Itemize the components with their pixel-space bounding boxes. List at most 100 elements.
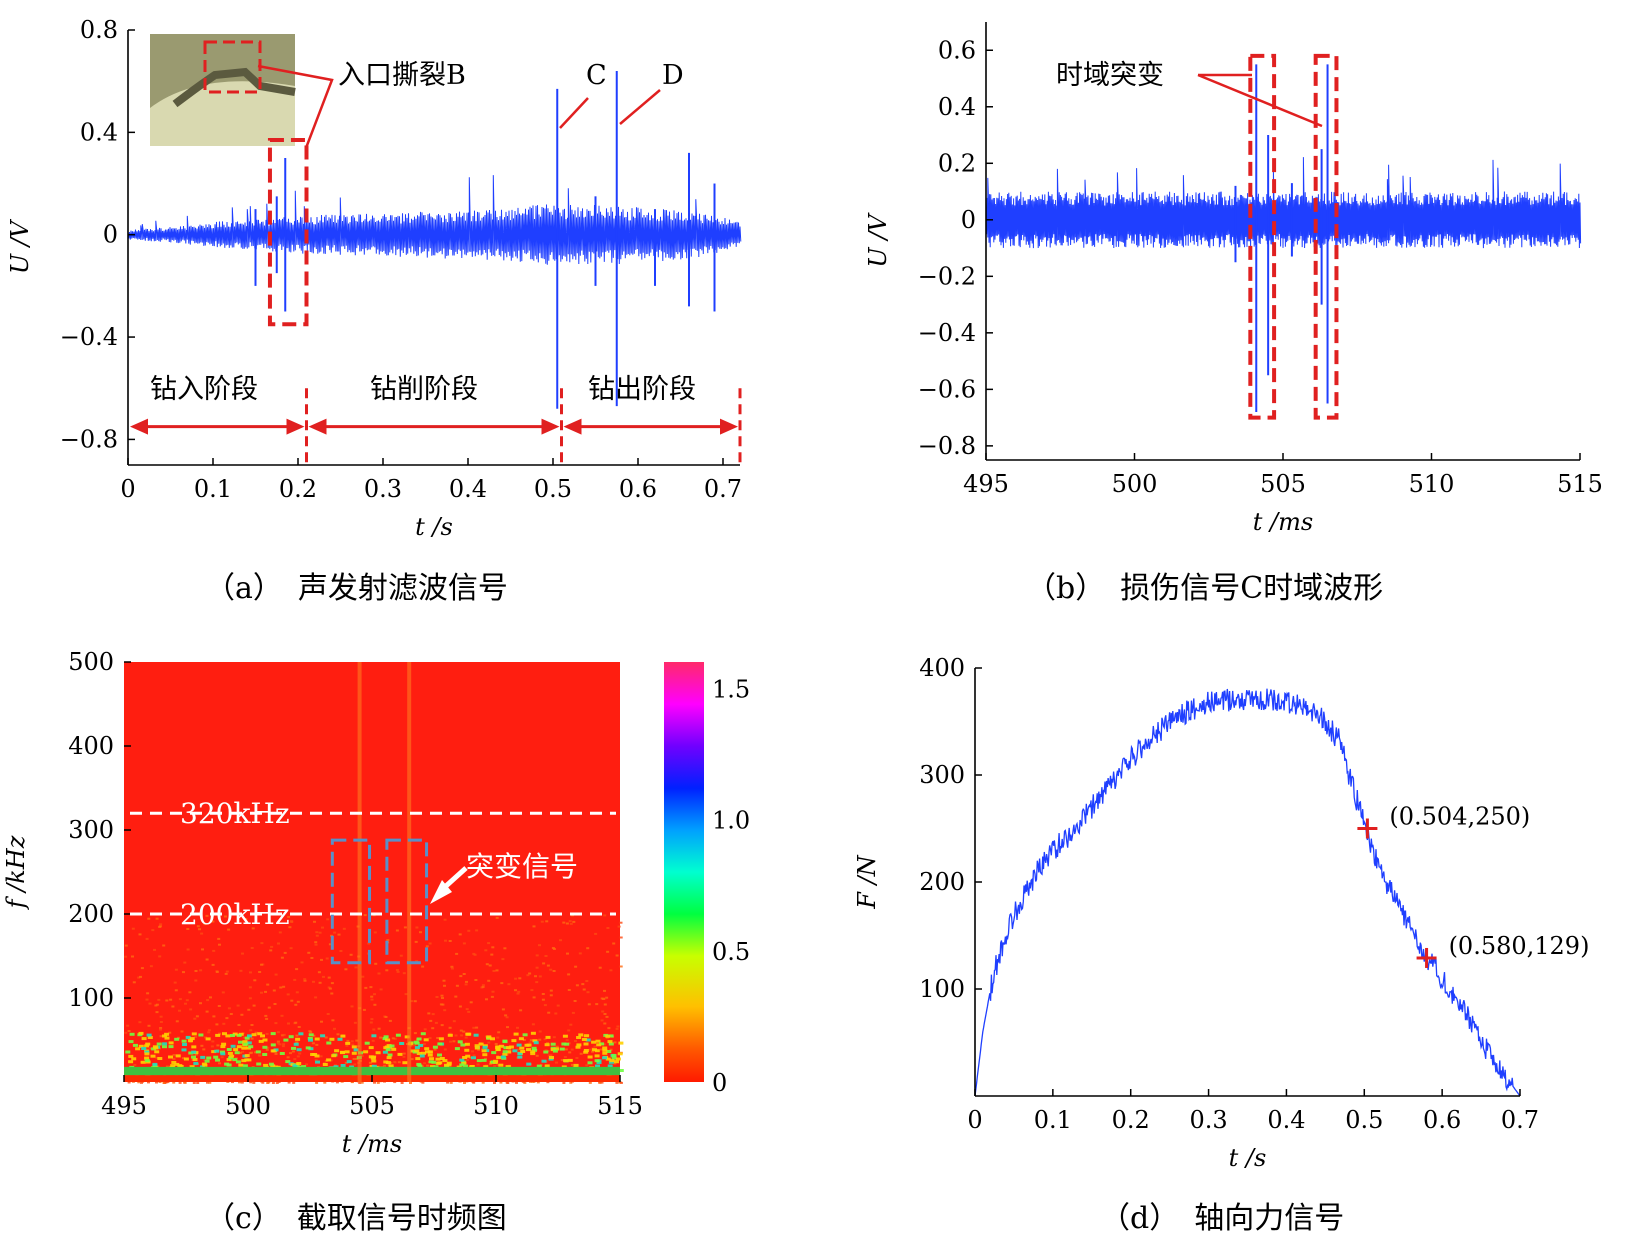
panel-c-band (524, 1043, 530, 1047)
panel-c-speckle (305, 1063, 309, 1066)
panel-c-speckle (205, 914, 209, 917)
panel-c-band (550, 1042, 556, 1046)
panel-c-streak (407, 662, 412, 1082)
panel-c-band (256, 1062, 262, 1066)
panel-c-speckle (264, 1014, 268, 1017)
panel-c-speckle (373, 931, 377, 934)
panel-c-speckle (615, 954, 619, 957)
panel-c-speckle (212, 949, 216, 952)
panel-c-band (144, 1044, 150, 1048)
panel-c-speckle (373, 993, 376, 996)
panel-c-band (168, 1055, 173, 1059)
panel-a-signal (127, 70, 742, 409)
panel-a-c-label: C (586, 60, 607, 91)
panel-c-speckle (274, 1053, 278, 1055)
panel-c-speckle (567, 973, 571, 976)
panel-c-speckle (555, 1061, 558, 1064)
panel-c-speckle (184, 1002, 187, 1005)
panel-c-speckle (619, 936, 623, 939)
panel-c-speckle (603, 1022, 607, 1025)
panel-c-speckle (224, 915, 227, 918)
panel-c-speckle (138, 1021, 142, 1024)
panel-c-band (141, 1037, 147, 1041)
panel-a-entry-box (267, 138, 309, 327)
panel-c-speckle (542, 962, 546, 965)
panel-c-speckle (211, 963, 215, 966)
panel-c-speckle (535, 966, 539, 969)
panel-c-speckle (290, 999, 294, 1002)
panel-c-speckle (370, 995, 374, 998)
panel-c-speckle (147, 1081, 150, 1084)
panel-c-speckle (280, 956, 284, 959)
panel-c-speckle (186, 948, 190, 951)
panel-c-band (244, 1054, 250, 1058)
panel-c-speckle (487, 1041, 491, 1044)
panel-c-speckle (216, 1044, 220, 1047)
panel-c-speckle (485, 963, 489, 966)
panel-c-band (346, 1060, 352, 1064)
panel-c-band (592, 1048, 597, 1052)
panel-c-speckle (145, 937, 149, 940)
panel-c-band (506, 1046, 512, 1050)
panel-c-band (305, 1046, 311, 1050)
panel-c-speckle (574, 965, 578, 968)
panel-c-band (397, 1052, 403, 1056)
panel-c-speckle (531, 1023, 535, 1026)
panel-c-speckle (481, 985, 485, 988)
panel-c-speckle (586, 947, 590, 950)
panel-c-speckle (549, 994, 553, 997)
panel-c-band (234, 1051, 240, 1055)
panel-c-speckle (459, 975, 463, 978)
panel-a-d-leader (619, 89, 661, 125)
panel-c-speckle (603, 1013, 607, 1015)
panel-c-speckle (155, 917, 159, 920)
panel-c-band (417, 1064, 423, 1068)
panel-c-speckle (452, 1040, 456, 1043)
panel-c-speckle (209, 996, 212, 999)
panel-c-speckle (362, 1008, 366, 1011)
panel-b-x-tick-label: 515 (1557, 470, 1603, 498)
panel-c-band (500, 1055, 506, 1059)
panel-c-speckle (131, 927, 135, 930)
panel-c-band (387, 1053, 393, 1057)
panel-c-band (614, 1060, 619, 1064)
panel-c-speckle (491, 946, 495, 949)
panel-c-band (246, 1058, 252, 1062)
panel-b-chart: 495 500 505 510 515 0.6 0.4 0.2 0 −0.2 −0.4 −0.6 −0.… (864, 22, 1603, 606)
panel-c-speckle (168, 1031, 172, 1034)
panel-c-speckle (581, 983, 585, 986)
panel-c-speckle (598, 1081, 602, 1084)
panel-c-speckle (355, 1039, 359, 1042)
panel-c-speckle (241, 1050, 244, 1053)
panel-c-speckle (496, 1036, 500, 1039)
panel-c-colorbar-tick-label: 1.5 (712, 675, 750, 703)
panel-c-speckle (609, 969, 613, 972)
panel-c-band (308, 1033, 314, 1037)
panel-c-speckle (192, 1082, 196, 1084)
panel-c-band (288, 1035, 294, 1039)
panel-c-speckle (563, 1056, 567, 1058)
panel-c-band (482, 1045, 488, 1049)
panel-a-stage-arrowhead (563, 418, 582, 435)
panel-c-speckle (157, 998, 161, 1001)
panel-c-band (478, 1042, 484, 1046)
panel-c-speckle (588, 1048, 592, 1051)
panel-b-x-tick-label: 510 (1409, 470, 1455, 498)
panel-c-band (544, 1064, 550, 1068)
panel-c-band (162, 1045, 167, 1049)
panel-c-band (587, 1055, 593, 1059)
panel-c-speckle (204, 1036, 207, 1039)
panel-c-guide-label: 320kHz (180, 797, 290, 830)
panel-c-band (293, 1042, 299, 1046)
panel-c-speckle (538, 975, 542, 978)
panel-c-speckle (465, 1008, 469, 1011)
panel-c-band (131, 1057, 137, 1061)
panel-c-band (423, 1038, 429, 1042)
panel-c-speckle (286, 993, 290, 996)
panel-c-speckle (227, 928, 231, 931)
panel-c-band (608, 1042, 614, 1046)
panel-c-band (602, 1056, 607, 1060)
panel-c-band (301, 1065, 307, 1069)
panel-c-band (502, 1040, 508, 1044)
panel-c-band (181, 1039, 187, 1043)
